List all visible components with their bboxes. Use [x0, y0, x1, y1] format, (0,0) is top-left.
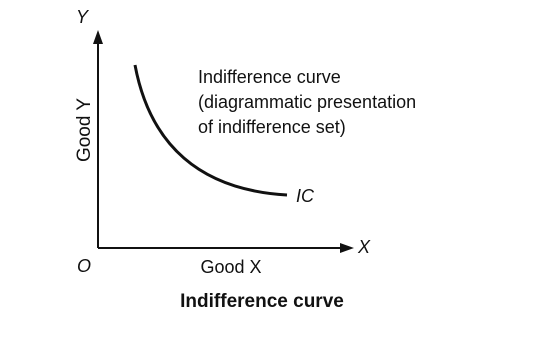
annotation-line: (diagrammatic presentation [198, 92, 416, 112]
x-axis-label: Good X [200, 257, 261, 277]
caption: Indifference curve [180, 291, 344, 312]
x-letter: X [357, 237, 371, 257]
annotation-line: Indifference curve [198, 67, 341, 87]
y-axis-label: Good Y [74, 98, 95, 162]
indifference-curve [133, 64, 288, 197]
x-arrow [340, 243, 354, 253]
annotation-line: of indifference set) [198, 117, 346, 137]
y-letter: Y [76, 7, 90, 27]
annotation: Indifference curve (diagrammatic presenta… [198, 67, 416, 137]
curve-label: IC [296, 186, 315, 206]
origin-label: O [77, 256, 91, 276]
y-arrow [93, 30, 103, 44]
